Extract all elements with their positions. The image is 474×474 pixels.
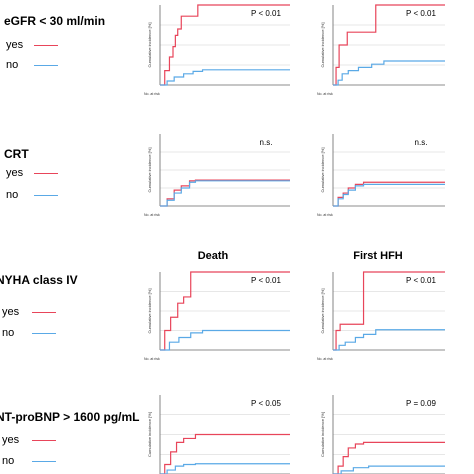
series-line-yes	[333, 441, 445, 474]
p-value: n.s.	[415, 138, 428, 147]
legend-no-line	[32, 333, 56, 334]
series-line-yes	[160, 4, 290, 86]
p-value: n.s.	[260, 138, 273, 147]
legend-no-label: no	[6, 189, 19, 201]
legend-yes-line	[34, 45, 58, 46]
y-axis-label: Cumulative incidence [%]	[147, 289, 152, 334]
legend-yes-label: yes	[6, 39, 24, 51]
p-value: P < 0.01	[251, 9, 281, 18]
series-line-no	[333, 183, 445, 207]
y-axis-label: Cumulative incidence [%]	[320, 412, 325, 457]
legend-yes-label: yes	[2, 434, 20, 446]
row-label: NT-proBNP > 1600 pg/mL	[0, 410, 140, 424]
p-value: P < 0.01	[406, 9, 436, 18]
legend-no-label: no	[6, 59, 19, 71]
p-value: P < 0.05	[251, 399, 281, 408]
column-header-first-hfh: First HFH	[353, 250, 403, 262]
x-axis-label: No. at risk	[317, 92, 333, 96]
series-line-yes	[333, 181, 445, 207]
y-axis-label: Cumulative incidence [%]	[320, 23, 325, 68]
legend-no-label: no	[2, 455, 15, 467]
x-axis-label: No. at risk	[317, 357, 333, 361]
series-line-no	[160, 463, 290, 474]
legend-no-line	[34, 65, 58, 66]
x-axis-label: No. at risk	[144, 357, 160, 361]
series-line-no	[333, 329, 445, 351]
series-line-no	[160, 180, 290, 207]
p-value: P < 0.01	[406, 276, 436, 285]
legend-no-label: no	[2, 327, 15, 339]
p-value: P < 0.01	[251, 276, 281, 285]
series-line-yes	[333, 271, 445, 351]
legend-yes-line	[34, 173, 58, 174]
y-axis-label: Cumulative incidence [%]	[320, 289, 325, 334]
legend-no-line	[34, 195, 58, 196]
legend-no-line	[32, 461, 56, 462]
legend-yes-label: yes	[6, 167, 24, 179]
row-label: NYHA class IV	[0, 273, 78, 287]
row-label: eGFR < 30 ml/min	[4, 14, 106, 28]
x-axis-label: No. at risk	[144, 213, 160, 217]
x-axis-label: No. at risk	[317, 213, 333, 217]
row-label: CRT	[4, 147, 29, 161]
y-axis-label: Cumulative incidence [%]	[147, 23, 152, 68]
series-line-no	[333, 60, 445, 86]
x-axis-label: No. at risk	[144, 92, 160, 96]
y-axis-label: Cumulative incidence [%]	[147, 148, 152, 193]
series-line-no	[333, 465, 445, 474]
column-header-death: Death	[197, 250, 229, 262]
series-line-yes	[160, 271, 290, 351]
legend-yes-line	[32, 440, 56, 441]
y-axis-label: Cumulative incidence [%]	[320, 148, 325, 193]
legend-yes-label: yes	[2, 306, 20, 318]
series-line-no	[160, 329, 290, 351]
y-axis-label: Cumulative incidence [%]	[147, 412, 152, 457]
p-value: P = 0.09	[406, 399, 436, 408]
series-line-yes	[160, 433, 290, 474]
series-line-no	[160, 69, 290, 86]
series-line-yes	[333, 4, 445, 86]
legend-yes-line	[32, 312, 56, 313]
